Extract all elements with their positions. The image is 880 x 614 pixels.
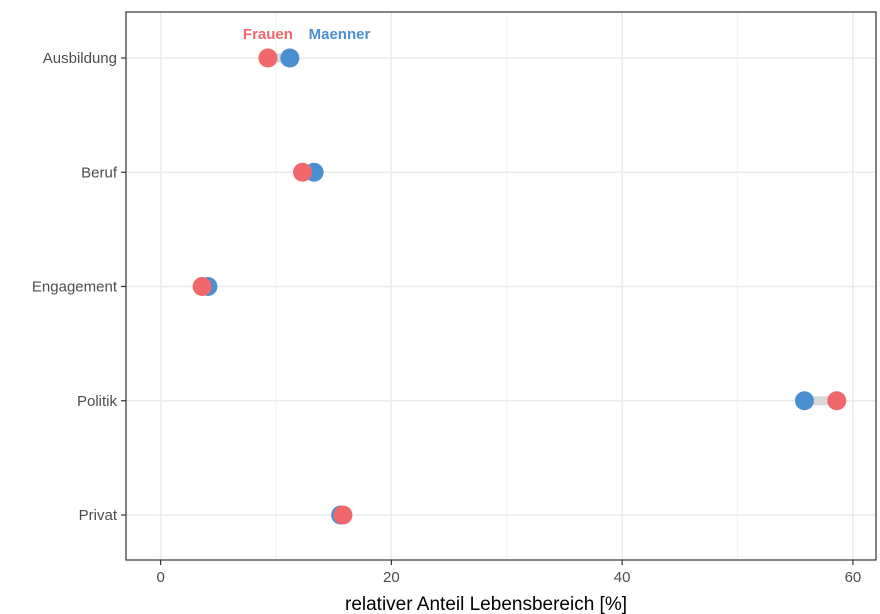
data-point-maenner <box>794 391 814 411</box>
y-tick-label: Privat <box>79 507 118 524</box>
y-axis: Ausbildung Beruf Engagement Politik Privat <box>32 50 126 524</box>
data-point-frauen <box>293 162 313 182</box>
x-tick-label: 40 <box>614 569 631 586</box>
y-tick-label: Engagement <box>32 279 118 296</box>
y-tick-label: Politik <box>77 393 118 410</box>
legend-label-frauen: Frauen <box>243 26 293 43</box>
data-point-frauen <box>333 505 353 525</box>
data-points <box>192 48 847 525</box>
x-tick-label: 60 <box>845 569 862 586</box>
legend: Frauen Maenner <box>243 26 371 43</box>
data-point-frauen <box>827 391 847 411</box>
x-tick-label: 20 <box>383 569 400 586</box>
major-gridlines <box>126 12 876 560</box>
x-tick-label: 0 <box>156 569 164 586</box>
x-axis-title: relativer Anteil Lebensbereich [%] <box>345 594 627 614</box>
y-tick-label: Ausbildung <box>43 50 117 67</box>
legend-label-maenner: Maenner <box>309 26 371 43</box>
data-point-frauen <box>192 277 212 296</box>
data-point-maenner <box>280 48 300 68</box>
y-tick-label: Beruf <box>81 164 118 181</box>
x-axis: 0 20 40 60 <box>156 560 861 586</box>
data-point-frauen <box>258 48 278 68</box>
